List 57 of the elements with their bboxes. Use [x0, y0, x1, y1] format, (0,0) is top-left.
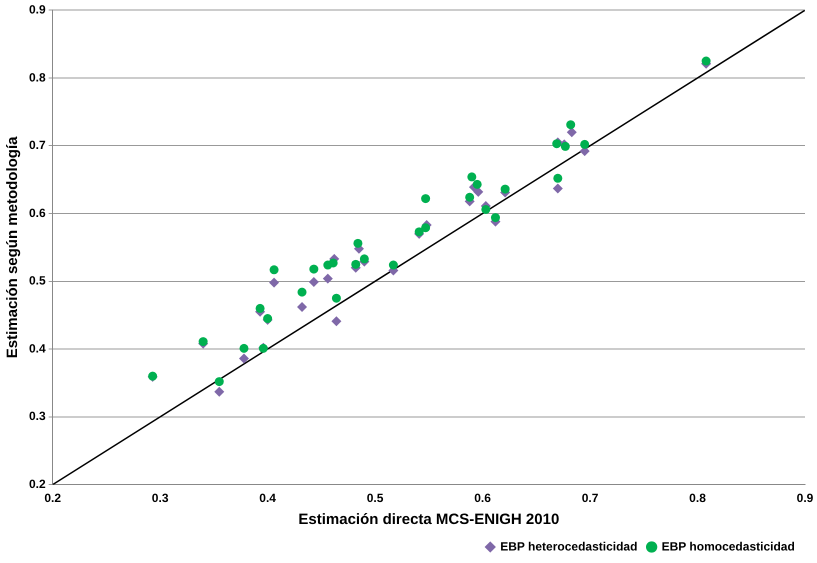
- point: [360, 254, 369, 264]
- point: [553, 174, 562, 183]
- x-axis-title: Estimación directa MCS-ENIGH 2010: [298, 511, 560, 528]
- point: [481, 204, 490, 214]
- x-tick-label: 0.3: [152, 491, 169, 506]
- point: [560, 142, 570, 151]
- y-tick-label: 0.3: [28, 409, 46, 424]
- point: [298, 288, 307, 297]
- point: [566, 120, 576, 130]
- point: [198, 337, 208, 346]
- point: [473, 186, 484, 197]
- point: [414, 227, 424, 236]
- x-tick-label: 0.9: [796, 491, 814, 506]
- x-tick-label: 0.6: [474, 491, 492, 506]
- y-tick-label: 0.7: [28, 138, 46, 152]
- y-axis-title: Estimación según metodología: [4, 136, 22, 358]
- point: [580, 140, 590, 149]
- point: [269, 278, 280, 288]
- point: [308, 276, 319, 287]
- point: [702, 56, 711, 66]
- point: [256, 304, 265, 313]
- point: [421, 223, 430, 232]
- point: [472, 180, 482, 189]
- point: [309, 264, 318, 274]
- point: [467, 172, 476, 182]
- legend-label: EBP homocedasticidad: [662, 539, 795, 554]
- point: [322, 274, 333, 284]
- point: [421, 194, 430, 204]
- x-tick-label: 0.5: [366, 491, 384, 506]
- point: [214, 377, 224, 386]
- x-tick-label: 0.4: [259, 491, 276, 506]
- y-tick-label: 0.8: [28, 70, 46, 84]
- point: [328, 258, 338, 268]
- point: [214, 386, 224, 397]
- point: [351, 260, 360, 269]
- x-tick-label: 0.7: [582, 491, 599, 506]
- point: [353, 238, 362, 248]
- point: [490, 213, 500, 222]
- point: [552, 183, 563, 194]
- point: [332, 294, 341, 303]
- point: [238, 354, 249, 364]
- y-tick-label: 0.9: [28, 2, 46, 17]
- y-tick-label: 0.4: [28, 341, 46, 356]
- point: [388, 260, 398, 270]
- y-tick-label: 0.5: [28, 274, 46, 288]
- point: [465, 192, 474, 202]
- point: [239, 344, 248, 353]
- y-tick-label: 0.2: [28, 476, 46, 491]
- point: [270, 265, 279, 274]
- x-tick-label: 0.8: [689, 491, 706, 506]
- y-tick-label: 0.6: [28, 206, 46, 220]
- legend-label: EBP heterocedasticidad: [500, 539, 638, 554]
- point: [331, 316, 342, 326]
- x-tick-label: 0.2: [44, 491, 62, 506]
- point: [297, 302, 308, 312]
- point: [500, 184, 510, 194]
- point: [566, 127, 577, 138]
